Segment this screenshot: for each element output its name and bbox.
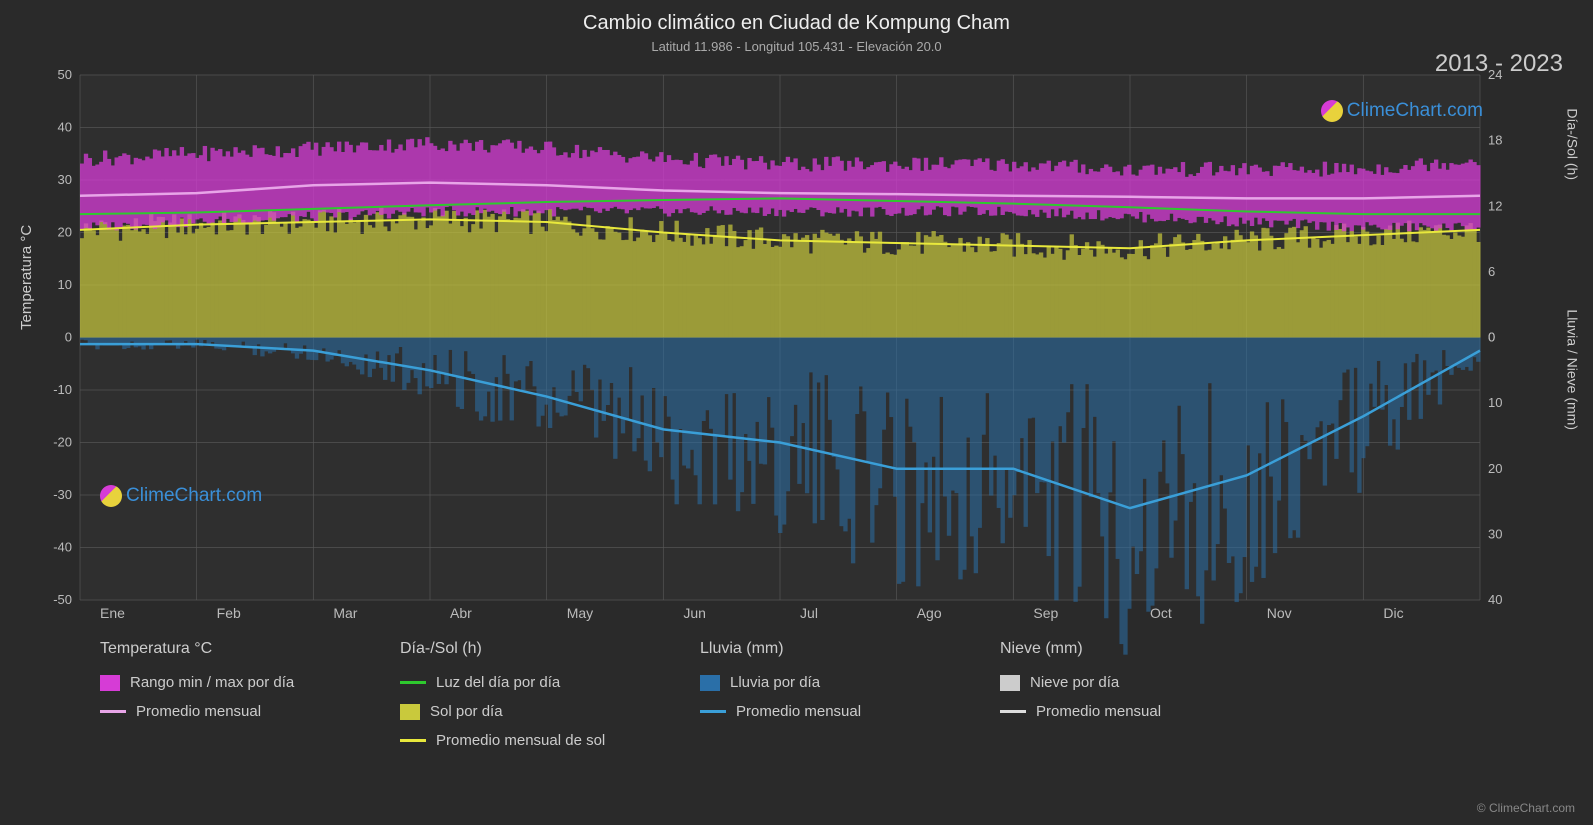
svg-text:40: 40	[58, 120, 72, 135]
copyright-label: © ClimeChart.com	[1477, 801, 1575, 815]
legend-item: Nieve por día	[1000, 674, 1260, 691]
y-axis-left-label: Temperatura °C	[18, 225, 35, 330]
svg-text:10: 10	[1488, 395, 1502, 410]
plot-svg: -50-40-30-20-100102030405006121824010203…	[80, 75, 1480, 600]
svg-text:-10: -10	[53, 382, 72, 397]
legend-header: Temperatura °C	[100, 640, 360, 658]
svg-text:30: 30	[1488, 526, 1502, 541]
legend-line	[100, 710, 126, 713]
x-axis-months: EneFebMarAbrMayJunJulAgoSepOctNovDic	[80, 605, 1480, 621]
x-tick-month: Ene	[80, 605, 197, 621]
y-axis-right-top-label: Día-/Sol (h)	[1565, 108, 1581, 180]
x-tick-month: May	[547, 605, 664, 621]
legend-label: Promedio mensual de sol	[436, 732, 605, 749]
watermark-top-right: ClimeChart.com	[1321, 100, 1483, 122]
x-tick-month: Nov	[1247, 605, 1364, 621]
svg-text:12: 12	[1488, 198, 1502, 213]
legend-header: Nieve (mm)	[1000, 640, 1260, 658]
legend: Temperatura °C Rango min / max por día Pro…	[100, 640, 1500, 749]
legend-label: Promedio mensual	[736, 703, 861, 720]
legend-line	[700, 710, 726, 713]
watermark-bottom-left: ClimeChart.com	[100, 485, 262, 507]
legend-column: Temperatura °C Rango min / max por día Pro…	[100, 640, 360, 749]
legend-label: Luz del día por día	[436, 674, 560, 691]
svg-text:24: 24	[1488, 67, 1502, 82]
svg-text:40: 40	[1488, 592, 1502, 607]
legend-line	[1000, 710, 1026, 713]
legend-label: Promedio mensual	[136, 703, 261, 720]
x-tick-month: Jun	[663, 605, 780, 621]
svg-text:20: 20	[1488, 461, 1502, 476]
watermark-text: ClimeChart.com	[1347, 100, 1483, 122]
legend-label: Promedio mensual	[1036, 703, 1161, 720]
svg-text:0: 0	[65, 330, 72, 345]
svg-text:30: 30	[58, 172, 72, 187]
chart-title: Cambio climático en Ciudad de Kompung Ch…	[0, 0, 1593, 35]
legend-item: Luz del día por día	[400, 674, 660, 691]
chart-subtitle: Latitud 11.986 - Longitud 105.431 - Elev…	[0, 39, 1593, 54]
svg-text:-40: -40	[53, 540, 72, 555]
x-tick-month: Abr	[430, 605, 547, 621]
legend-item: Promedio mensual	[700, 703, 960, 720]
legend-item: Promedio mensual	[1000, 703, 1260, 720]
legend-swatch	[400, 704, 420, 720]
x-tick-month: Oct	[1130, 605, 1247, 621]
svg-text:0: 0	[1488, 330, 1495, 345]
svg-text:-20: -20	[53, 435, 72, 450]
legend-item: Sol por día	[400, 703, 660, 720]
svg-text:-30: -30	[53, 487, 72, 502]
svg-text:-50: -50	[53, 592, 72, 607]
legend-line	[400, 681, 426, 684]
legend-column: Lluvia (mm) Lluvia por día Promedio mensua…	[700, 640, 960, 749]
legend-column: Día-/Sol (h) Luz del día por día Sol por d…	[400, 640, 660, 749]
legend-item: Lluvia por día	[700, 674, 960, 691]
x-tick-month: Ago	[897, 605, 1014, 621]
y-axis-right-bottom-label: Lluvia / Nieve (mm)	[1565, 309, 1581, 430]
svg-text:18: 18	[1488, 133, 1502, 148]
legend-header: Día-/Sol (h)	[400, 640, 660, 658]
legend-swatch	[700, 675, 720, 691]
legend-label: Sol por día	[430, 703, 503, 720]
legend-item: Promedio mensual	[100, 703, 360, 720]
svg-text:6: 6	[1488, 264, 1495, 279]
svg-text:10: 10	[58, 277, 72, 292]
legend-swatch	[100, 675, 120, 691]
x-tick-month: Dic	[1363, 605, 1480, 621]
svg-text:50: 50	[58, 67, 72, 82]
climate-chart: Cambio climático en Ciudad de Kompung Ch…	[0, 0, 1593, 825]
logo-icon	[1321, 100, 1343, 122]
logo-icon	[100, 485, 122, 507]
legend-column: Nieve (mm) Nieve por día Promedio mensual	[1000, 640, 1260, 749]
legend-item: Rango min / max por día	[100, 674, 360, 691]
svg-text:20: 20	[58, 225, 72, 240]
plot-area: -50-40-30-20-100102030405006121824010203…	[80, 75, 1480, 600]
x-tick-month: Feb	[197, 605, 314, 621]
x-tick-month: Sep	[1013, 605, 1130, 621]
legend-item: Promedio mensual de sol	[400, 732, 660, 749]
legend-header: Lluvia (mm)	[700, 640, 960, 658]
legend-label: Lluvia por día	[730, 674, 820, 691]
legend-label: Rango min / max por día	[130, 674, 294, 691]
legend-label: Nieve por día	[1030, 674, 1119, 691]
legend-swatch	[1000, 675, 1020, 691]
x-tick-month: Mar	[313, 605, 430, 621]
watermark-text: ClimeChart.com	[126, 485, 262, 507]
x-tick-month: Jul	[780, 605, 897, 621]
legend-line	[400, 739, 426, 742]
